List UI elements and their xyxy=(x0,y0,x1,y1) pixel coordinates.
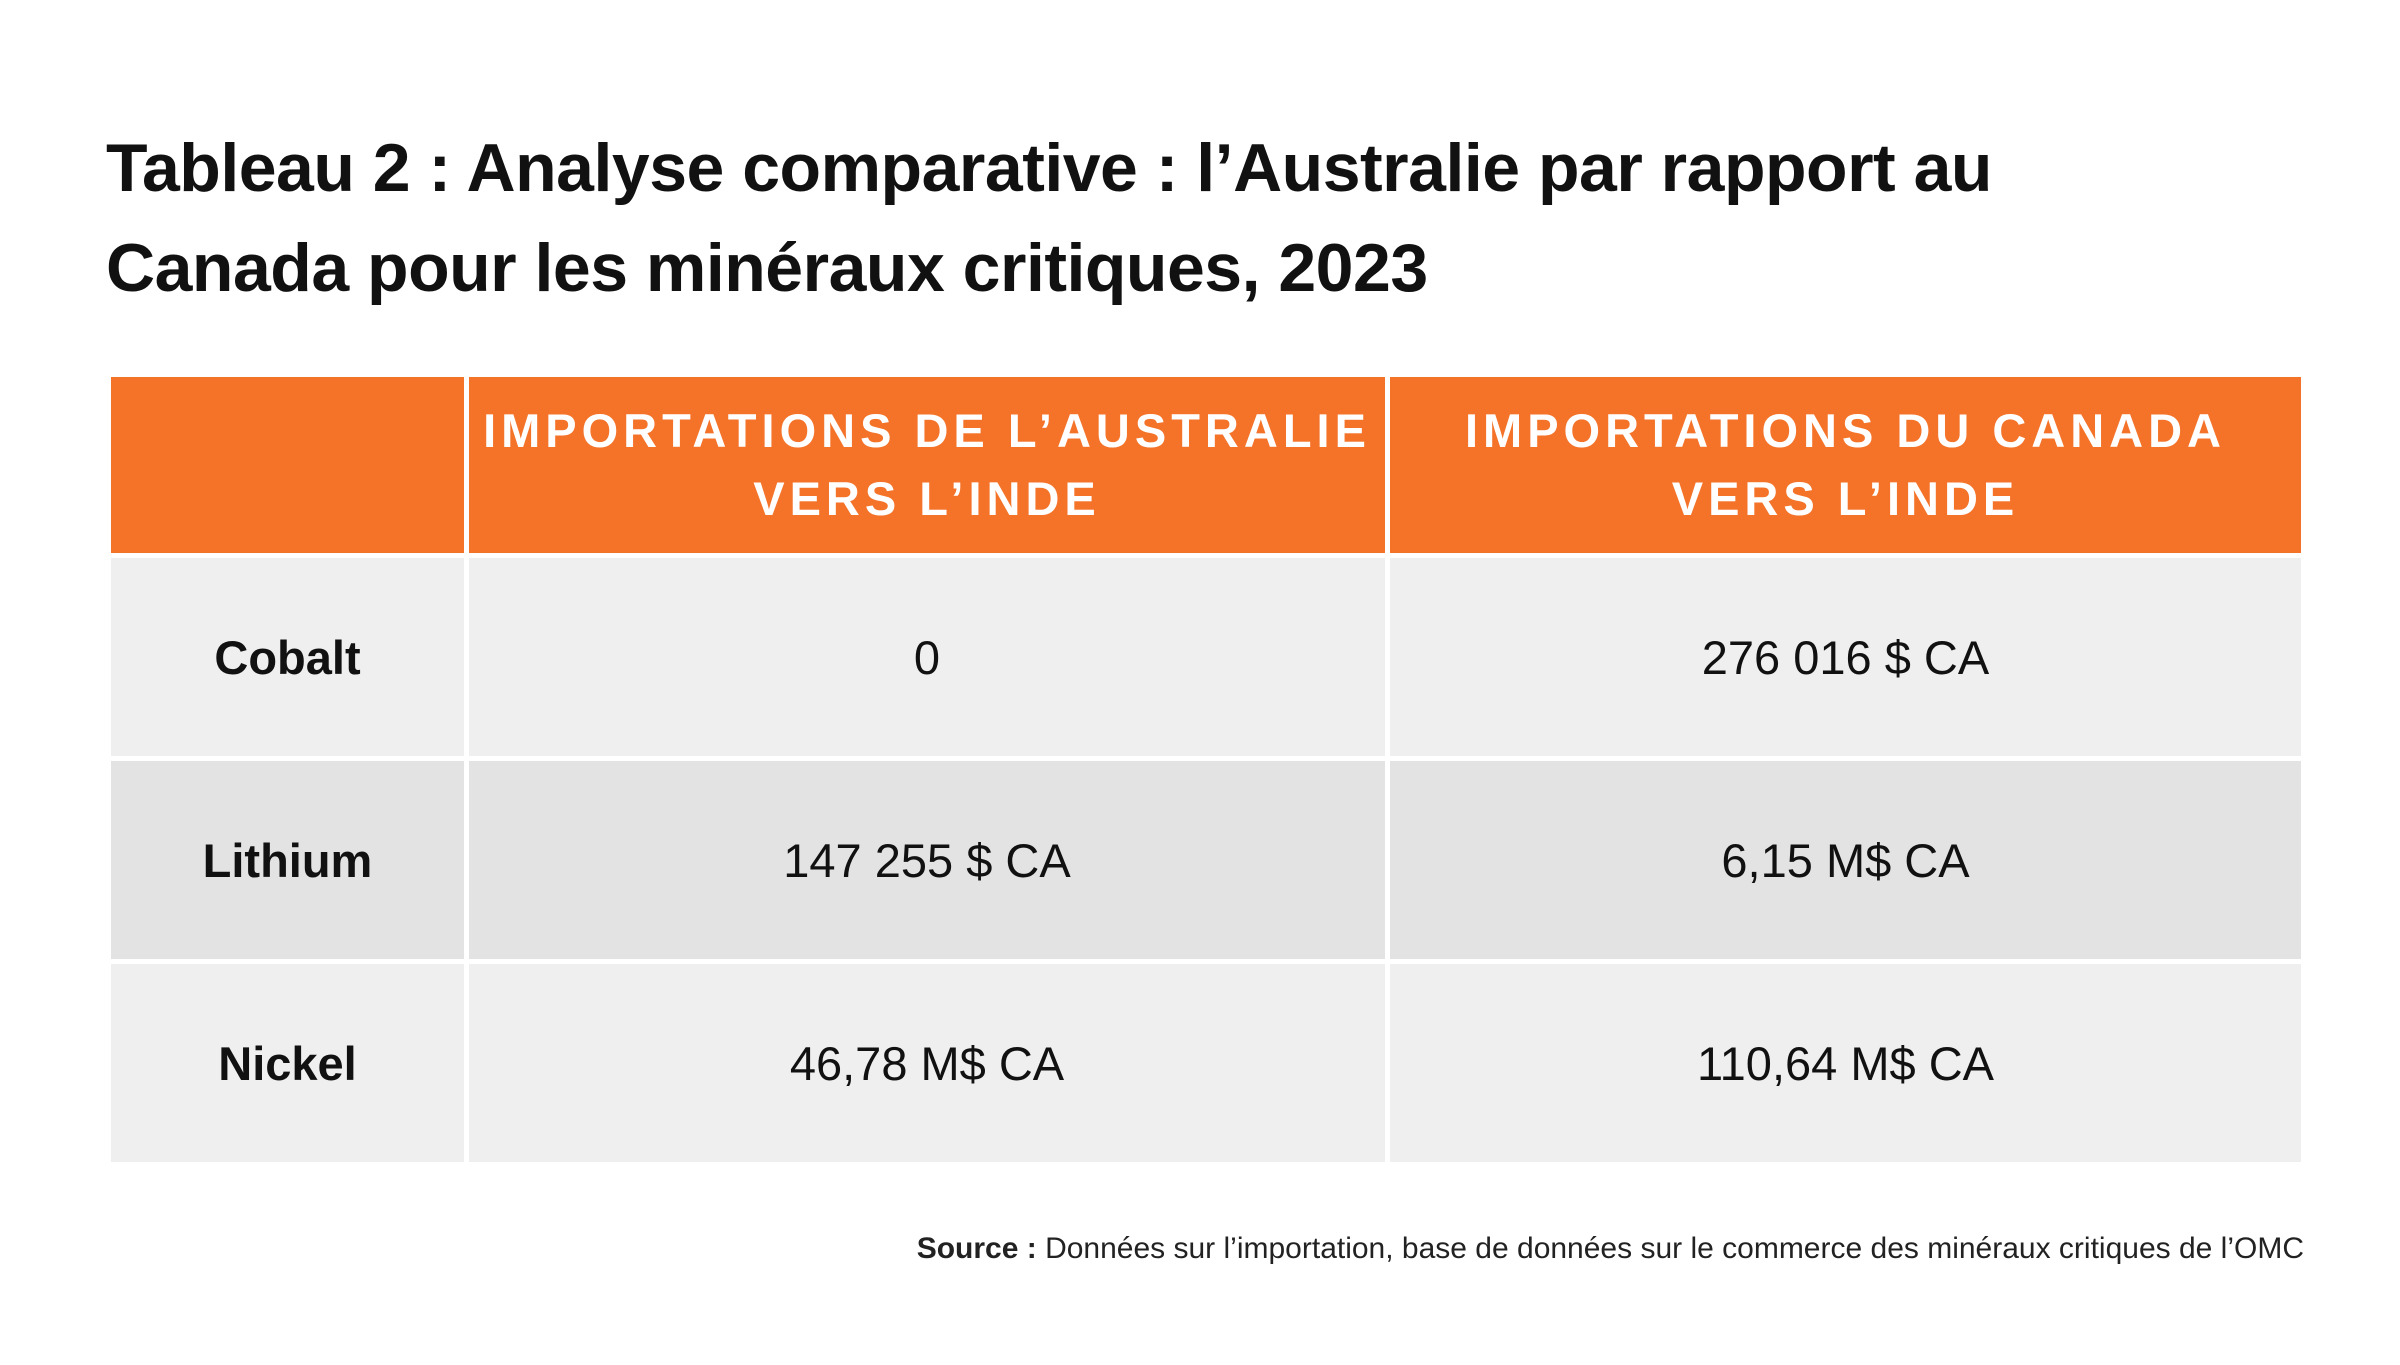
header-canada-imports: IMPORTATIONS DU CANADA VERS L’INDE xyxy=(1385,372,2306,558)
cell-australia-nickel: 46,78 M$ CA xyxy=(464,959,1390,1167)
source-text: Données sur l’importation, base de donné… xyxy=(1045,1232,2304,1265)
cell-canada-cobalt: 276 016 $ CA xyxy=(1385,553,2306,761)
source-label: Source : xyxy=(916,1232,1037,1265)
header-canada-line-1: IMPORTATIONS DU CANADA xyxy=(1464,404,2226,457)
row-label-cobalt: Cobalt xyxy=(106,553,469,761)
row-label-lithium: Lithium xyxy=(106,756,469,964)
header-empty-cell xyxy=(106,372,469,558)
header-australia-line-1: IMPORTATIONS DE L’AUSTRALIE xyxy=(483,404,1371,457)
header-canada-line-2: VERS L’INDE xyxy=(1671,472,2020,525)
cell-australia-lithium: 147 255 $ CA xyxy=(464,756,1390,964)
header-australia-imports: IMPORTATIONS DE L’AUSTRALIE VERS L’INDE xyxy=(464,372,1390,558)
cell-canada-lithium: 6,15 M$ CA xyxy=(1385,756,2306,964)
cell-australia-cobalt: 0 xyxy=(464,553,1390,761)
table-row: Lithium 147 255 $ CA 6,15 M$ CA xyxy=(106,756,2306,964)
table-row: Cobalt 0 276 016 $ CA xyxy=(106,553,2306,761)
header-australia-line-2: VERS L’INDE xyxy=(753,472,1101,525)
title-line-1: Tableau 2 : Analyse comparative : l’Aust… xyxy=(106,130,1992,206)
page-title: Tableau 2 : Analyse comparative : l’Aust… xyxy=(106,118,2306,318)
table-header-row: IMPORTATIONS DE L’AUSTRALIE VERS L’INDE … xyxy=(106,372,2306,558)
table-row: Nickel 46,78 M$ CA 110,64 M$ CA xyxy=(106,959,2306,1167)
comparison-table: IMPORTATIONS DE L’AUSTRALIE VERS L’INDE … xyxy=(106,372,2306,1167)
cell-canada-nickel: 110,64 M$ CA xyxy=(1385,959,2306,1167)
row-label-nickel: Nickel xyxy=(106,959,469,1167)
title-line-2: Canada pour les minéraux critiques, 2023 xyxy=(106,230,1428,306)
source-note: Source : Données sur l’importation, base… xyxy=(917,1232,2304,1266)
